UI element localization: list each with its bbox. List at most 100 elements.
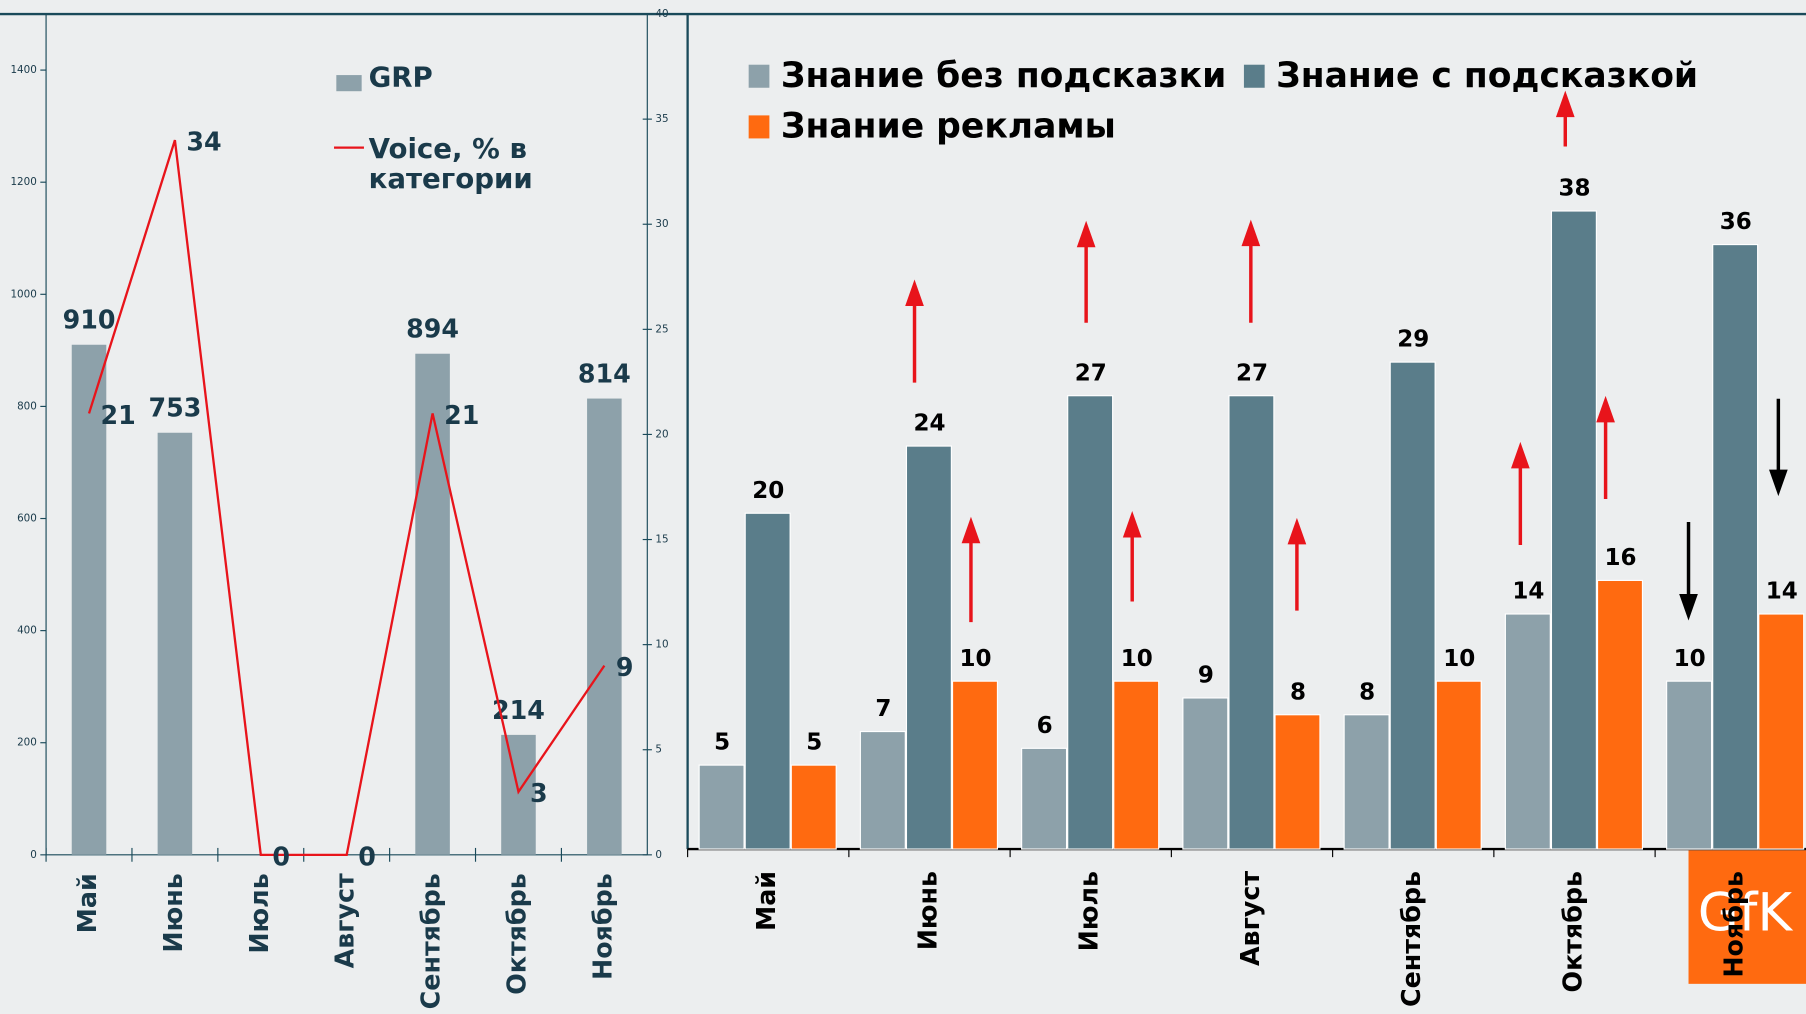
bar-value-label: 27 (1236, 360, 1268, 386)
arrows (905, 90, 1788, 623)
bar (1712, 243, 1759, 850)
bar (1758, 613, 1805, 850)
bar-value-label: 24 (913, 411, 945, 437)
y2-tick-label: 30 (655, 218, 668, 230)
x-tick-label: Июнь (912, 871, 942, 950)
bar-value-label: 814 (578, 359, 631, 389)
x-tick-label: Октябрь (1557, 871, 1587, 993)
y-tick-label: 600 (17, 513, 37, 525)
bar (905, 445, 952, 850)
bar-value-label: 10 (1121, 646, 1153, 672)
bar-value-label: 14 (1766, 579, 1798, 605)
x-tick-label: Июль (244, 873, 274, 953)
legend-label: Voice, % в категории (368, 133, 533, 195)
legend-swatch (336, 75, 362, 92)
y2-tick-label: 35 (655, 113, 668, 125)
y2-tick-label: 15 (655, 534, 668, 546)
y2-tick-label: 10 (655, 639, 668, 651)
bar (698, 764, 745, 850)
line (87, 139, 606, 856)
bar (1550, 210, 1597, 850)
legend-label: Знание рекламы (781, 107, 1116, 147)
bar (1435, 680, 1482, 850)
bar (1666, 680, 1713, 850)
bar-value-label: 16 (1605, 545, 1637, 571)
legend-label: Знание с подсказкой (1276, 56, 1698, 96)
bar-value-label: 27 (1075, 360, 1107, 386)
x-tick-label: Август (1235, 871, 1265, 966)
bar-value-label: 6 (1037, 713, 1053, 739)
y2-tick-label: 0 (655, 849, 662, 861)
y-tick-label: 1400 (10, 64, 36, 76)
bar-value-label: 8 (1290, 679, 1306, 705)
bar (951, 680, 999, 850)
bar-value-label: 10 (1443, 646, 1475, 672)
bar (744, 512, 791, 850)
x-tick-label: Июнь (158, 873, 188, 952)
bar (1274, 714, 1321, 850)
bar (1504, 613, 1551, 850)
bar-value-label: 38 (1558, 176, 1590, 202)
bar (1343, 714, 1390, 850)
bar-value-label: 910 (63, 305, 116, 335)
legend-label-box: Voice, % в категории (368, 133, 533, 195)
x-tick-label: Август (330, 873, 360, 968)
bar-value-label: 14 (1512, 579, 1544, 605)
bar (1113, 680, 1160, 850)
bar-value-label: 20 (752, 478, 784, 504)
legend-swatch (748, 64, 770, 88)
bar-value-label: 8 (1359, 679, 1375, 705)
x-tick-label: Сентябрь (416, 873, 446, 1009)
y-tick-label: 800 (17, 400, 37, 412)
y-tick-label: 400 (17, 625, 37, 637)
line-value-label: 0 (358, 841, 376, 871)
legend-label-box: GRP (368, 62, 433, 94)
x-tick-label: Сентябрь (1396, 871, 1426, 1007)
bar-value-label: 10 (1674, 646, 1706, 672)
bar-value-label: 5 (806, 730, 822, 756)
bar (71, 344, 107, 855)
bar (1182, 697, 1229, 850)
y-tick-label: 0 (30, 849, 37, 861)
bar (1389, 361, 1436, 850)
line-value-label: 9 (616, 652, 634, 682)
x-tick-label: Май (751, 871, 781, 931)
legend-swatch (1243, 64, 1265, 88)
bar (1021, 747, 1068, 850)
y-tick-label: 200 (17, 737, 37, 749)
bar (790, 764, 837, 850)
bar-value-label: 7 (875, 696, 891, 722)
line-value-label: 3 (530, 778, 548, 808)
down-arrows (1679, 398, 1788, 621)
bar (1596, 579, 1644, 850)
x-tick-label: Июль (1074, 871, 1104, 951)
y2-tick-label: 20 (655, 428, 668, 440)
bar-value-label: 29 (1397, 327, 1429, 353)
bar-value-label: 10 (960, 646, 992, 672)
bar-value-label: 9 (1198, 663, 1214, 689)
line-value-label: 21 (101, 400, 136, 430)
legend-label: GRP (368, 62, 433, 94)
bar (415, 353, 450, 855)
bar (1228, 395, 1275, 850)
bar-value-label: 36 (1720, 209, 1752, 235)
x-tick-label: Ноябрь (1719, 871, 1749, 978)
bar-value-label: 753 (148, 393, 201, 423)
bar (587, 398, 622, 855)
legend-label: Знание без подсказки (781, 56, 1226, 96)
line-value-label: 34 (186, 127, 221, 157)
x-tick-label: Ноябрь (587, 873, 617, 980)
logo: GfK (1698, 883, 1794, 944)
legend-swatch (748, 115, 770, 139)
line-value-label: 21 (444, 400, 479, 430)
y2-tick-label: 25 (655, 323, 668, 335)
y2-tick-label: 5 (655, 744, 662, 756)
x-tick-label: Май (72, 873, 102, 933)
y-tick-label: 1000 (10, 288, 36, 300)
bar (157, 432, 193, 855)
bar-value-label: 894 (406, 314, 459, 344)
x-tick-label: Октябрь (501, 873, 531, 995)
y-tick-label: 1200 (10, 176, 36, 188)
